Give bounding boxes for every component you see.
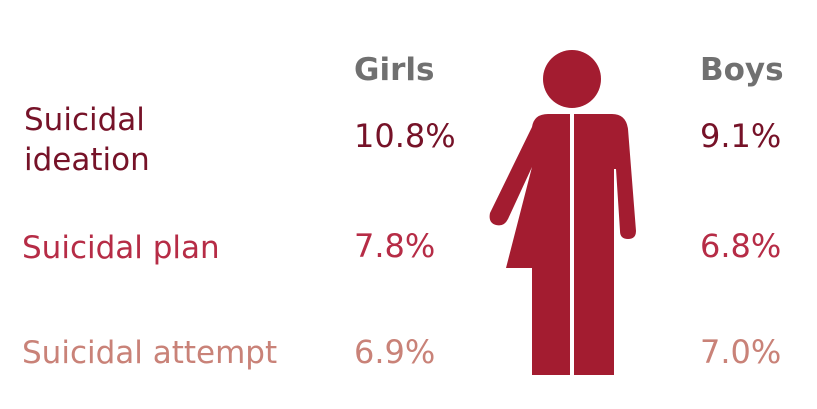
girl-boy-figure-icon — [489, 50, 636, 375]
boys-header: Boys — [700, 52, 784, 88]
boys-value-ideation: 9.1% — [700, 117, 782, 155]
row-label-plan: Suicidal plan — [22, 230, 220, 266]
boys-value-plan: 6.8% — [700, 227, 782, 265]
girls-value-plan: 7.8% — [354, 227, 436, 265]
row-label-attempt: Suicidal attempt — [22, 335, 278, 371]
girls-value-attempt: 6.9% — [354, 333, 436, 371]
girls-value-ideation: 10.8% — [354, 117, 456, 155]
boys-value-attempt: 7.0% — [700, 333, 782, 371]
girls-header: Girls — [354, 52, 435, 88]
row-label-ideation: Suicidal ideation — [24, 102, 150, 178]
